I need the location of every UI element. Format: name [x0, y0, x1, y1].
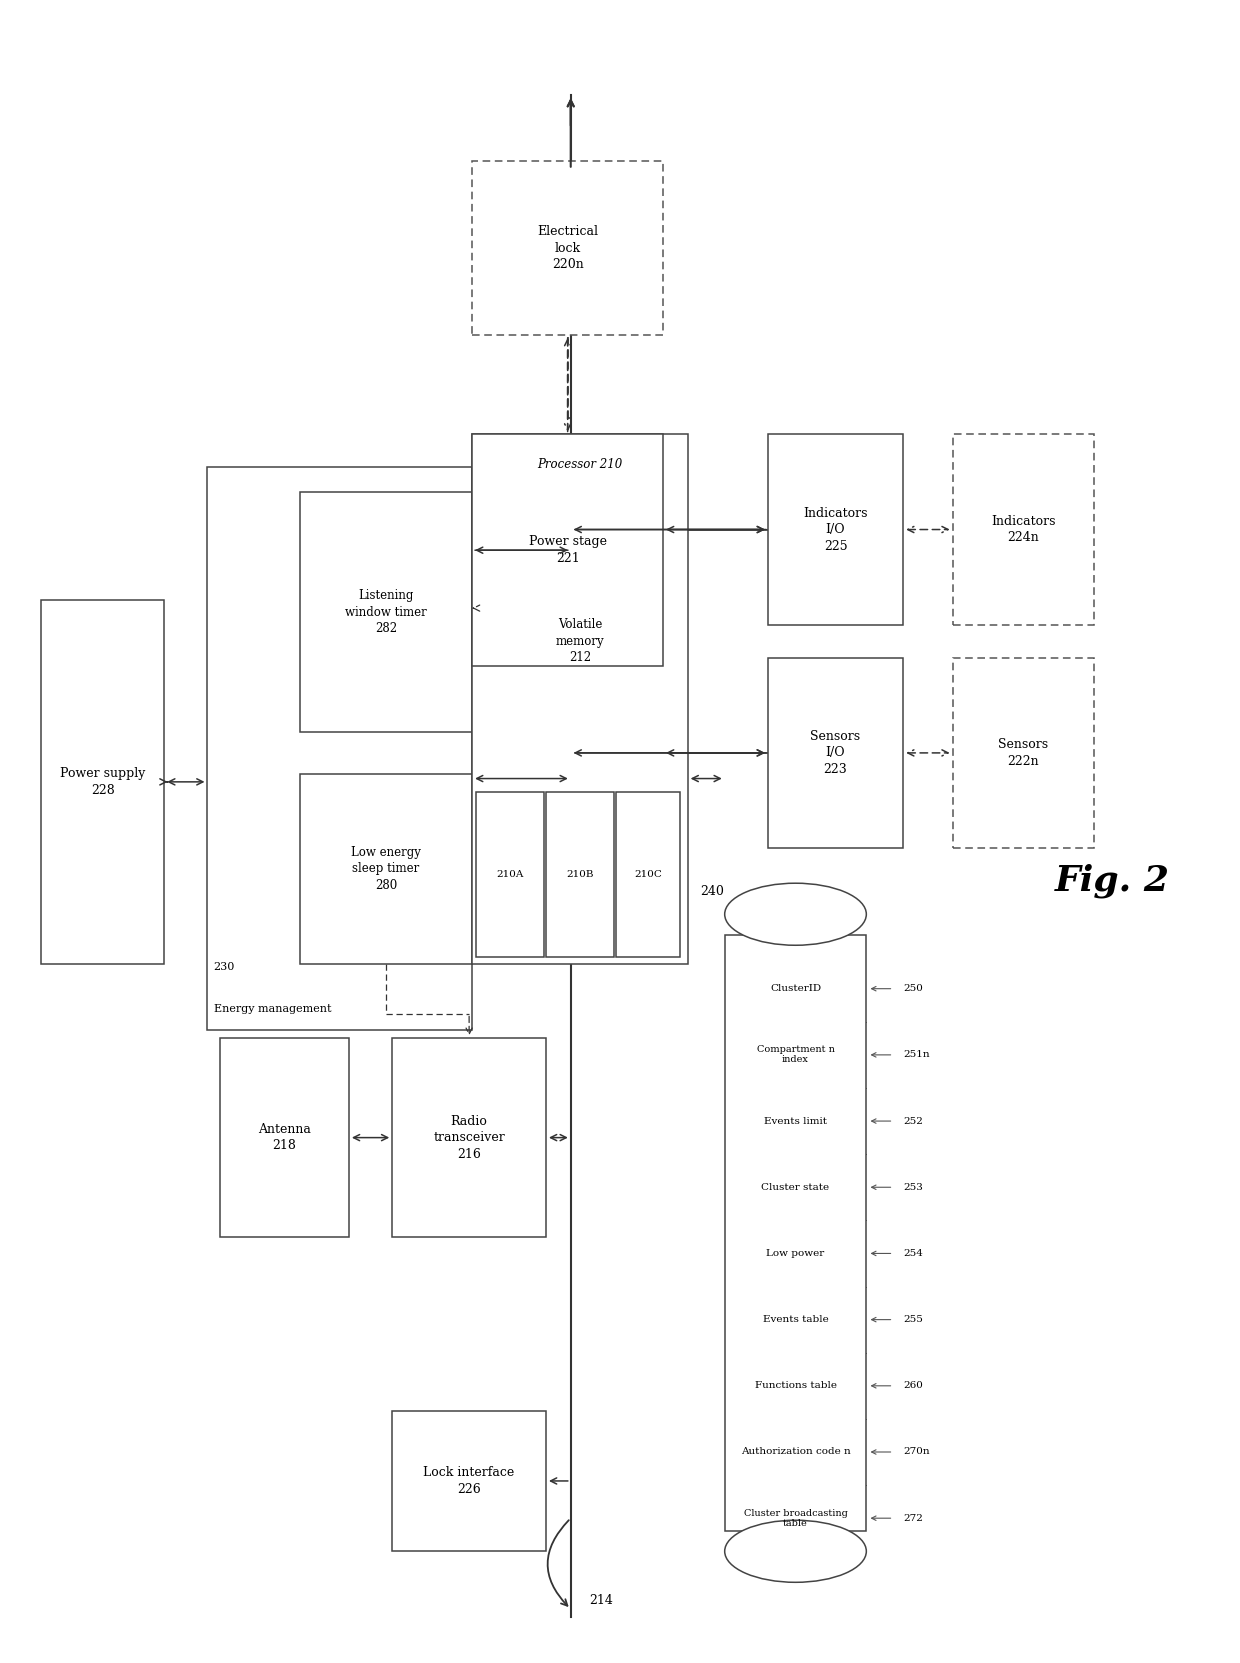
Bar	[724, 935, 867, 1530]
Bar	[392, 1410, 546, 1552]
Text: Cluster broadcasting
table: Cluster broadcasting table	[744, 1508, 847, 1528]
Text: Antenna
218: Antenna 218	[258, 1123, 311, 1152]
Text: Sensors
I/O
223: Sensors I/O 223	[811, 730, 861, 777]
Text: Fig. 2: Fig. 2	[1055, 863, 1171, 898]
Ellipse shape	[724, 883, 867, 945]
Bar	[768, 434, 903, 625]
Text: Lock interface
226: Lock interface 226	[424, 1467, 515, 1495]
Text: Compartment n
index: Compartment n index	[756, 1046, 835, 1064]
Text: 253: 253	[903, 1182, 923, 1192]
Text: 210A: 210A	[496, 870, 523, 880]
Text: 254: 254	[903, 1249, 923, 1257]
Text: Indicators
I/O
225: Indicators I/O 225	[804, 507, 868, 552]
Text: 210B: 210B	[567, 870, 594, 880]
Text: Listening
window timer
282: Listening window timer 282	[345, 589, 427, 635]
Text: Authorization code n: Authorization code n	[740, 1447, 851, 1457]
Bar	[219, 1038, 348, 1237]
Text: Low energy
sleep timer
280: Low energy sleep timer 280	[351, 846, 420, 891]
Bar	[472, 434, 688, 965]
Text: Energy management: Energy management	[213, 1003, 331, 1013]
Text: Events table: Events table	[763, 1315, 828, 1324]
Text: Radio
transceiver
216: Radio transceiver 216	[433, 1114, 505, 1161]
Text: 270n: 270n	[903, 1447, 930, 1457]
Text: 251n: 251n	[903, 1051, 930, 1059]
Text: Indicators
224n: Indicators 224n	[991, 516, 1055, 544]
Bar	[510, 559, 651, 723]
Text: Volatile
memory
212: Volatile memory 212	[556, 619, 604, 664]
Text: 250: 250	[903, 984, 923, 993]
Text: 252: 252	[903, 1116, 923, 1126]
Text: 230: 230	[213, 963, 234, 973]
Bar	[952, 659, 1094, 848]
Bar	[392, 1038, 546, 1237]
Bar	[952, 434, 1094, 625]
Text: ClusterID: ClusterID	[770, 984, 821, 993]
Bar	[300, 773, 472, 965]
Text: 210C: 210C	[635, 870, 662, 880]
Text: Low power: Low power	[766, 1249, 825, 1257]
Text: Functions table: Functions table	[754, 1382, 837, 1390]
Bar	[41, 600, 164, 965]
Text: 240: 240	[701, 885, 724, 898]
Bar	[768, 659, 903, 848]
Bar	[207, 467, 472, 1029]
Bar	[616, 792, 681, 958]
Text: Events limit: Events limit	[764, 1116, 827, 1126]
Bar	[546, 792, 614, 958]
Text: Power supply
228: Power supply 228	[60, 767, 145, 797]
Text: Sensors
222n: Sensors 222n	[998, 738, 1049, 768]
Text: 272: 272	[903, 1513, 923, 1523]
Text: 260: 260	[903, 1382, 923, 1390]
Text: Electrical
lock
220n: Electrical lock 220n	[537, 225, 598, 271]
Bar	[300, 492, 472, 732]
Bar	[472, 161, 663, 336]
Text: Processor 210: Processor 210	[537, 457, 622, 471]
Text: 255: 255	[903, 1315, 923, 1324]
Text: Cluster state: Cluster state	[761, 1182, 830, 1192]
Ellipse shape	[724, 1520, 867, 1582]
Bar	[476, 792, 543, 958]
Text: 214: 214	[589, 1595, 613, 1608]
Text: Power stage
221: Power stage 221	[528, 535, 606, 565]
Bar	[472, 434, 663, 667]
